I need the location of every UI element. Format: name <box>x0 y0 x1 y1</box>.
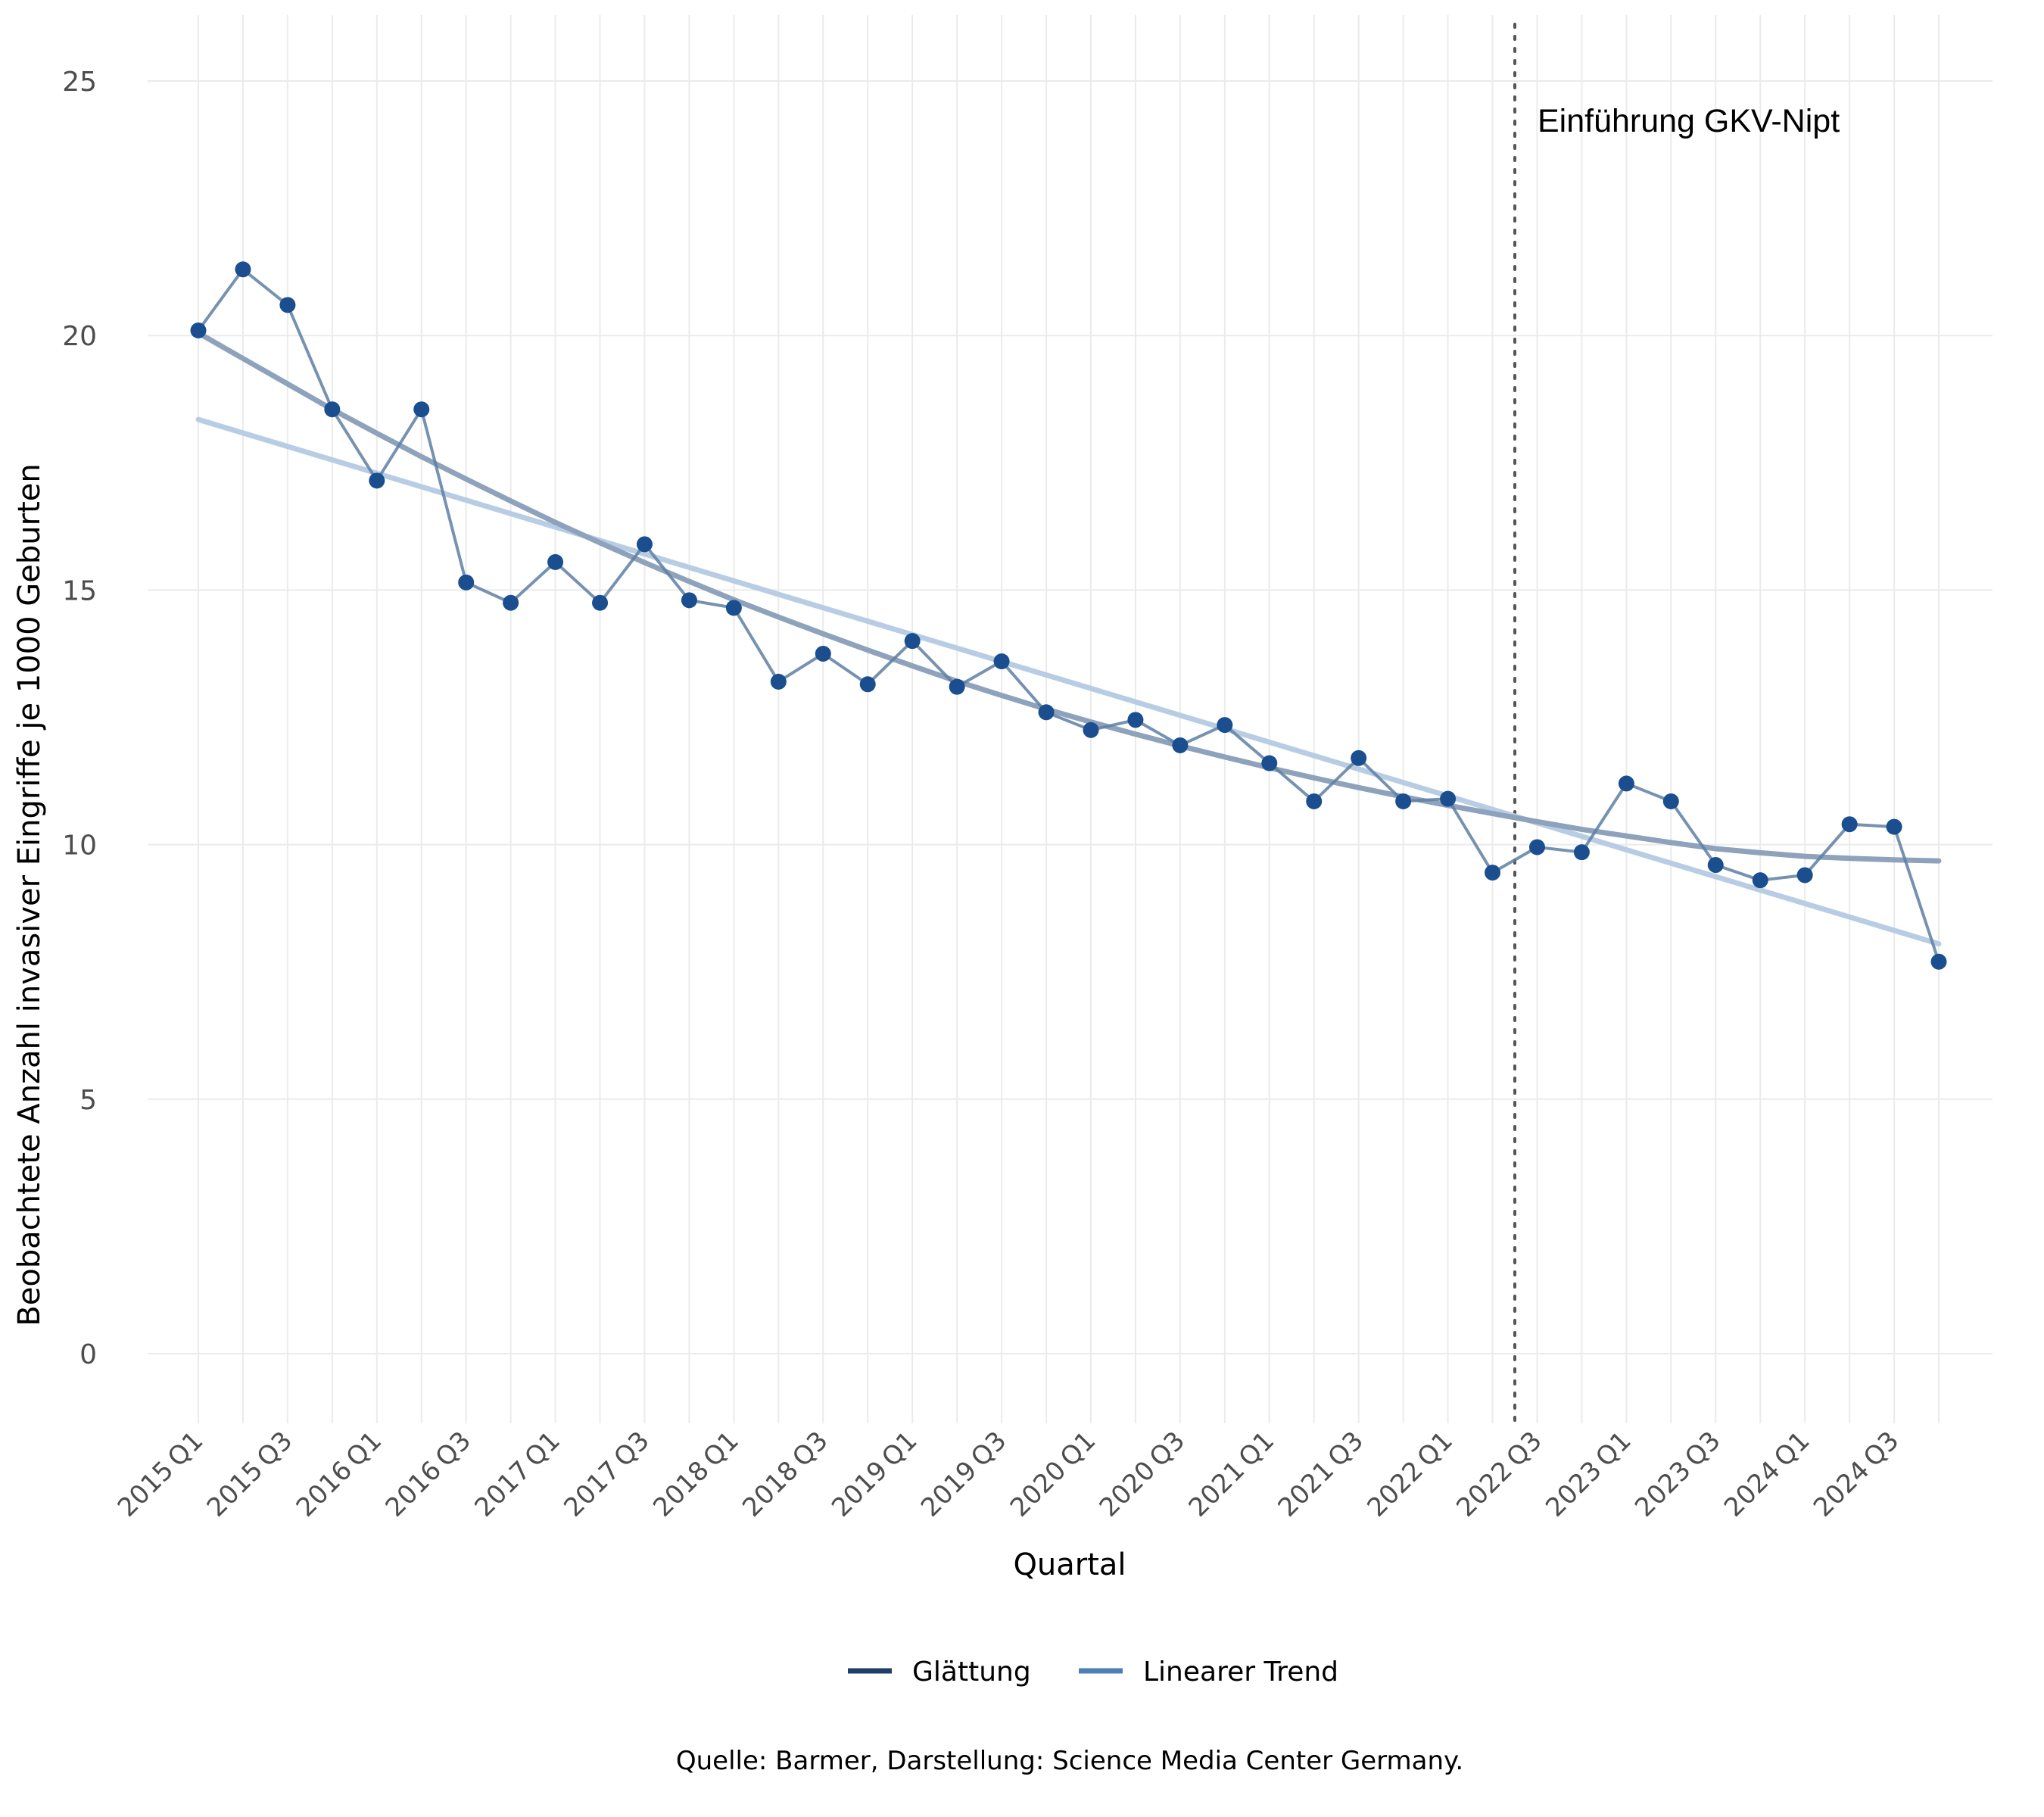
data-point <box>904 633 921 650</box>
x-tick-label: 2017 Q1 <box>469 1426 566 1522</box>
y-tick-label: 15 <box>62 575 97 606</box>
data-point <box>235 261 251 278</box>
data-point <box>279 297 296 313</box>
x-tick-label: 2015 Q1 <box>112 1426 209 1522</box>
linear-trend-line <box>195 416 1942 947</box>
x-tick-label: 2020 Q3 <box>1094 1426 1191 1522</box>
data-point <box>1796 867 1813 884</box>
x-tick-label: 2019 Q1 <box>826 1426 923 1522</box>
data-point <box>725 600 742 616</box>
grid <box>148 15 1993 1423</box>
data-point <box>592 594 609 611</box>
data-point <box>1261 755 1278 771</box>
data-point <box>859 676 876 693</box>
data-point <box>547 553 564 570</box>
y-tick-label: 10 <box>62 831 97 862</box>
legend-label-linear-trend: Linearer Trend <box>1143 1656 1338 1688</box>
x-axis-title: Quartal <box>1013 1547 1126 1582</box>
data-point <box>1127 712 1144 728</box>
data-point <box>1306 793 1323 809</box>
x-tick-label: 2016 Q3 <box>380 1426 477 1522</box>
legend-label-smoothing: Glättung <box>912 1656 1031 1688</box>
data-point <box>190 322 207 338</box>
x-tick-label: 2015 Q3 <box>201 1426 298 1522</box>
data-point <box>369 472 385 489</box>
observed-line <box>197 267 1940 962</box>
y-axis-ticks: 0 5 10 15 20 25 <box>62 67 97 1370</box>
data-point <box>1930 953 1947 970</box>
data-point <box>993 653 1010 670</box>
annotation: Einführung GKV-Nipt <box>1513 23 1840 1423</box>
y-tick-label: 20 <box>62 321 97 352</box>
x-tick-label: 2024 Q1 <box>1718 1426 1815 1522</box>
data-point <box>1485 865 1501 881</box>
x-tick-label: 2019 Q3 <box>915 1426 1012 1522</box>
y-tick-label: 0 <box>79 1339 97 1370</box>
data-point <box>1662 793 1679 809</box>
x-tick-label: 2021 Q1 <box>1183 1426 1280 1522</box>
data-point <box>770 673 787 690</box>
data-point <box>1038 704 1055 721</box>
x-tick-label: 2021 Q3 <box>1273 1426 1369 1522</box>
series-layer <box>190 261 1947 970</box>
data-point <box>1528 839 1545 856</box>
data-point <box>413 401 430 418</box>
data-point <box>1395 793 1412 809</box>
y-tick-label: 5 <box>79 1085 97 1116</box>
x-tick-label: 2023 Q3 <box>1629 1426 1726 1522</box>
data-point <box>949 678 965 695</box>
x-tick-label: 2020 Q1 <box>1005 1426 1101 1522</box>
annotation-label: Einführung GKV-Nipt <box>1538 103 1840 139</box>
data-point <box>1351 750 1367 766</box>
data-point <box>503 594 519 611</box>
data-point <box>636 536 653 553</box>
data-point <box>1172 737 1189 753</box>
x-tick-label: 2017 Q3 <box>558 1426 655 1522</box>
data-point <box>1707 856 1724 873</box>
x-tick-label: 2022 Q1 <box>1361 1426 1458 1522</box>
data-point <box>1841 816 1858 833</box>
x-tick-label: 2018 Q3 <box>737 1426 833 1522</box>
data-point <box>1217 717 1233 734</box>
y-tick-label: 25 <box>62 67 97 98</box>
data-point <box>324 401 341 418</box>
x-tick-label: 2016 Q1 <box>291 1426 388 1522</box>
data-point <box>681 592 697 609</box>
data-point <box>1618 775 1634 792</box>
data-point <box>1752 872 1768 889</box>
x-tick-label: 2023 Q1 <box>1540 1426 1637 1522</box>
x-tick-label: 2018 Q1 <box>647 1426 744 1522</box>
x-tick-label: 2022 Q3 <box>1450 1426 1547 1522</box>
data-point <box>458 574 475 591</box>
caption: Quelle: Barmer, Darstellung: Science Med… <box>676 1746 1463 1776</box>
data-point <box>1573 844 1590 861</box>
data-point <box>1886 818 1902 835</box>
y-axis-title: Beobachtete Anzahl invasiver Eingriffe j… <box>12 463 47 1326</box>
data-point <box>1083 722 1099 738</box>
smoothing-line <box>195 330 1942 864</box>
legend: Glättung Linearer Trend <box>848 1656 1338 1688</box>
data-point <box>1440 790 1457 807</box>
data-point <box>815 645 831 662</box>
x-tick-label: 2024 Q3 <box>1808 1426 1905 1522</box>
